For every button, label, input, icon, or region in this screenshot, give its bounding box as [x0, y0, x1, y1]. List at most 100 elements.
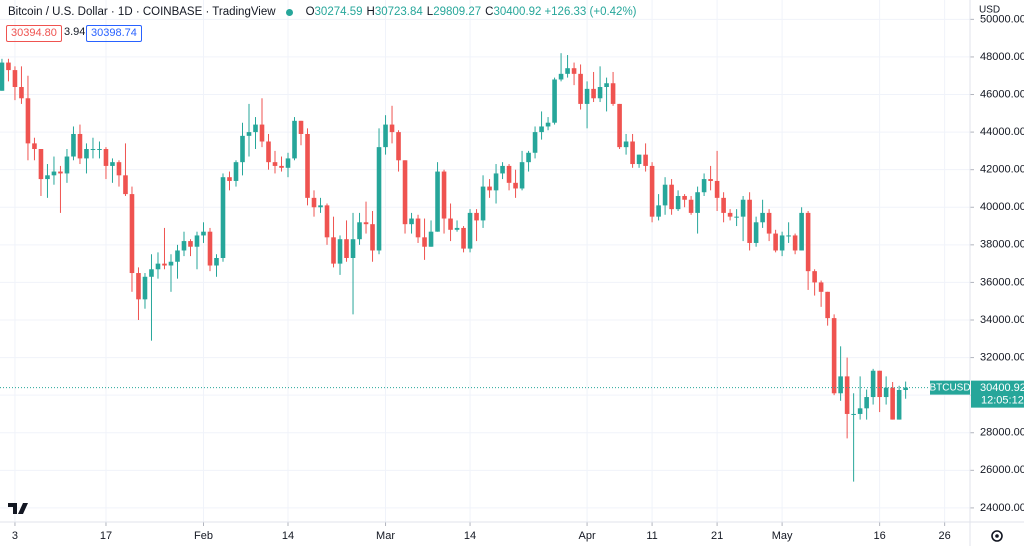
candle-body	[552, 79, 557, 123]
candle-body	[422, 237, 427, 247]
x-tick-label: 16	[874, 530, 886, 542]
candle-body	[584, 88, 590, 104]
y-tick-label: 50000.00	[980, 13, 1024, 25]
candle-body	[870, 370, 876, 398]
candle-body	[747, 199, 752, 243]
candle-body	[168, 261, 174, 266]
candle-body	[214, 257, 219, 266]
spread: 3.94	[64, 26, 86, 38]
candle-body	[454, 227, 460, 230]
y-tick-label: 44000.00	[980, 126, 1024, 138]
candle-body	[461, 227, 466, 249]
ask-button[interactable]: 30398.74	[86, 25, 142, 42]
candle-body	[838, 376, 843, 394]
candle-body	[220, 177, 226, 258]
bid-button[interactable]: 30394.80	[6, 25, 62, 42]
x-tick-label: Feb	[194, 530, 213, 542]
candle-body	[311, 197, 317, 208]
candle-body	[773, 233, 778, 251]
candle-body	[786, 235, 791, 237]
ohlc-value: 30400.92	[493, 6, 542, 18]
candle-body	[292, 120, 297, 159]
candle-body	[617, 103, 622, 148]
candle-body	[84, 149, 89, 159]
candle-body	[721, 197, 726, 213]
candle-body	[45, 175, 50, 180]
candle-body	[149, 269, 154, 277]
y-tick-label: 42000.00	[980, 164, 1024, 176]
x-tick-label: Mar	[376, 530, 395, 542]
candle-body	[32, 143, 37, 150]
candle-body	[708, 179, 713, 181]
candle-body	[116, 162, 122, 176]
candle-body	[532, 132, 538, 153]
candle-body	[188, 241, 193, 247]
y-tick-label: 26000.00	[980, 464, 1024, 476]
x-tick-label: 14	[282, 530, 294, 542]
ohlc-value: 30274.59	[314, 6, 363, 18]
candle-body	[324, 205, 330, 238]
ticker-tag	[930, 380, 970, 395]
candle-body	[129, 194, 135, 274]
candle-body	[480, 186, 486, 221]
logo[interactable]	[8, 503, 28, 514]
candle-body	[240, 135, 245, 163]
candle-body	[428, 231, 434, 247]
candle-body	[194, 235, 200, 247]
candle-body	[142, 276, 148, 300]
candle-body	[571, 68, 577, 74]
symbol[interactable]: Bitcoin / U.S. Dollar · 1D · COINBASE · …	[8, 6, 276, 18]
candle-body	[110, 162, 115, 166]
status-dot	[285, 8, 293, 16]
candle-body	[656, 205, 661, 217]
candle-body	[402, 160, 408, 225]
ticker-label: BTCUSD	[929, 382, 970, 393]
candle-body	[734, 216, 739, 218]
candle-body	[701, 179, 707, 193]
candle-body	[207, 231, 213, 266]
ohlc-key: L	[426, 6, 434, 18]
candle-body	[90, 149, 96, 151]
candle-body	[636, 154, 642, 165]
candle-body	[760, 212, 765, 223]
candle-body	[779, 235, 785, 251]
candle-body	[643, 154, 648, 166]
settings-icon[interactable]	[995, 534, 999, 538]
candle-body	[298, 120, 304, 134]
candle-body	[0, 62, 5, 91]
countdown-label: 12:05:12	[981, 395, 1024, 407]
candle-body	[844, 376, 850, 414]
candle-body	[97, 149, 102, 151]
candle-body	[227, 177, 232, 181]
candle-body	[714, 180, 720, 198]
candle-body	[376, 147, 382, 251]
x-tick-label: 11	[646, 530, 657, 542]
candle-body	[695, 192, 700, 213]
y-tick-label: 40000.00	[980, 201, 1024, 213]
candle-body	[604, 83, 609, 87]
candle-body	[792, 235, 798, 251]
candle-body	[669, 184, 674, 210]
candle-body	[181, 241, 187, 251]
candle-body	[513, 182, 518, 189]
ohlc-value: 30723.84	[374, 6, 423, 18]
candle-body	[825, 291, 830, 319]
candle-body	[350, 239, 356, 258]
settings-icon[interactable]	[991, 530, 1003, 542]
candle-body	[818, 282, 824, 292]
candle-body	[337, 239, 343, 264]
candle-body	[890, 387, 895, 420]
candle-body	[766, 212, 772, 234]
candle-body	[539, 126, 544, 133]
candle-body	[233, 162, 239, 181]
candle-body	[136, 273, 141, 300]
candle-body	[357, 222, 362, 240]
change: +126.33 (+0.42%)	[544, 6, 637, 18]
currency-label[interactable]: USD	[979, 5, 1000, 16]
candle-body	[545, 122, 551, 127]
y-tick-label: 32000.00	[980, 351, 1024, 363]
candle-body	[500, 165, 505, 174]
candle-body	[851, 413, 856, 415]
y-tick-label: 48000.00	[980, 51, 1024, 63]
